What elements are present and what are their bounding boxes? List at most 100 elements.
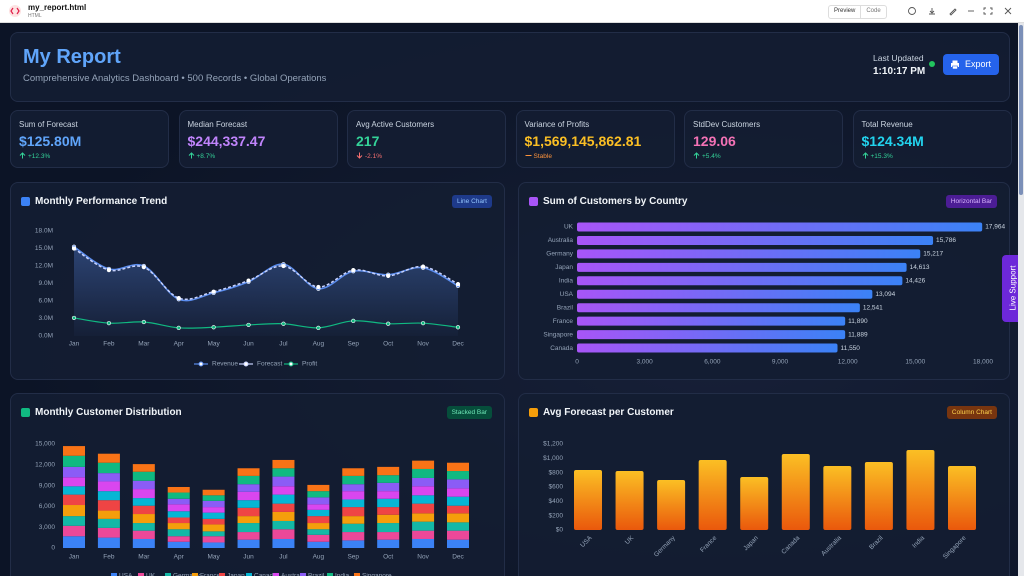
last-updated-time: 1:10:17 PM <box>873 66 926 77</box>
bar-segment <box>307 534 330 542</box>
bar-segment <box>412 460 435 469</box>
bar-segment <box>167 498 190 505</box>
point <box>71 246 77 251</box>
value-label: 11,890 <box>848 318 868 325</box>
y-tick-label: 18.0M <box>35 228 53 235</box>
x-tick-label: France <box>699 534 719 554</box>
legend-swatch <box>192 573 198 576</box>
chart-badge: Column Chart <box>946 406 997 419</box>
x-tick-label: Mar <box>138 554 150 561</box>
bar-segment <box>307 504 330 510</box>
bar-segment <box>237 475 260 485</box>
bar-segment <box>447 462 469 472</box>
y-tick-label: 6,000 <box>39 503 56 510</box>
y-tick-label: Germany <box>546 251 573 258</box>
bar-segment <box>412 477 435 487</box>
y-tick-label: Brazil <box>557 304 574 311</box>
line <box>73 317 459 329</box>
legend-label: Canada <box>254 573 277 576</box>
y-tick-label: $0 <box>556 527 564 534</box>
bar-segment <box>132 498 155 506</box>
value-label: 12,541 <box>863 304 883 311</box>
bar-segment <box>412 486 435 496</box>
bar-segment <box>447 488 469 497</box>
bar-segment <box>202 518 225 525</box>
x-tick-label: May <box>207 341 220 348</box>
bar-segment <box>97 453 120 463</box>
bar-segment <box>377 491 400 499</box>
bar <box>577 330 846 340</box>
y-tick-label: Japan <box>555 264 573 271</box>
bar-segment <box>307 516 330 524</box>
x-tick-label: Feb <box>103 554 115 561</box>
export-button[interactable]: Export <box>943 54 999 75</box>
bar-segment <box>447 530 469 540</box>
x-tick-label: Aug <box>313 341 325 348</box>
bar-segment <box>63 455 85 467</box>
x-tick-label: UK <box>624 534 636 546</box>
chart-card: Avg Forecast per Customer Column Chart $0 $… <box>518 393 1010 576</box>
value-label: 11,889 <box>848 331 868 338</box>
x-tick-label: 6,000 <box>704 359 721 366</box>
chart-badge: Horizontal Bar <box>945 195 997 208</box>
kpi-change: -2.1% <box>365 153 382 160</box>
kpi-card: Avg Active Customers 217 -2.1% <box>347 110 506 168</box>
point <box>351 318 356 323</box>
bar-segment <box>412 538 435 548</box>
view-tabs: Preview Code <box>828 5 887 19</box>
chart-title: Avg Forecast per Customer <box>543 407 674 418</box>
bar-segment <box>412 503 435 514</box>
chart-badge: Line Chart <box>452 195 492 208</box>
bar-segment <box>97 518 120 528</box>
bar-segment <box>132 505 155 515</box>
bar-segment <box>272 476 295 487</box>
bar-segment <box>272 459 295 469</box>
bar-segment <box>202 495 225 501</box>
bar-segment <box>237 507 260 517</box>
bar-segment <box>63 536 85 548</box>
y-tick-label: Canada <box>550 345 573 352</box>
point <box>316 325 321 330</box>
x-tick-label: USA <box>579 534 594 549</box>
bar-segment <box>132 530 155 539</box>
bar-segment <box>272 520 295 530</box>
scroll-thumb[interactable] <box>1019 25 1023 195</box>
kpi-label: Sum of Forecast <box>19 120 78 129</box>
bar-segment <box>307 491 330 498</box>
arrow-up <box>862 152 868 159</box>
preview-tab[interactable]: Preview <box>834 8 856 14</box>
line <box>73 247 459 300</box>
bar-segment <box>167 536 190 542</box>
bar-segment <box>237 491 260 501</box>
point <box>176 325 181 330</box>
bar-segment <box>97 473 120 482</box>
bar-segment <box>132 480 155 490</box>
x-tick-label: Canada <box>780 534 801 555</box>
kpi-card: Total Revenue $124.34M +15.3% <box>852 110 1012 168</box>
bar-segment <box>97 510 120 519</box>
bar-segment <box>167 529 190 537</box>
value-label: 11,550 <box>841 345 861 352</box>
legend-label: India <box>335 573 349 576</box>
bar <box>698 459 727 530</box>
area <box>74 246 458 336</box>
export-label: Export <box>964 59 991 69</box>
bar-segment <box>447 513 469 523</box>
bar <box>577 276 903 286</box>
window-controls <box>908 7 1012 16</box>
x-tick-label: Jun <box>243 341 254 348</box>
bar-segment <box>202 512 225 519</box>
x-tick-label: Nov <box>417 554 429 561</box>
legend-swatch <box>300 573 306 576</box>
point <box>281 321 286 326</box>
point <box>386 321 391 326</box>
code-tab[interactable]: Code <box>860 6 885 18</box>
bar <box>781 454 810 530</box>
chart: 0 3,000 6,000 9,000 12,000 15,000 18,000 UK 17,9… <box>543 222 1005 366</box>
bar <box>577 316 846 326</box>
bar-segment <box>377 482 400 492</box>
x-tick-label: Dec <box>452 341 464 348</box>
legend-label: UK <box>146 573 156 576</box>
bar-segment <box>307 523 330 530</box>
point <box>211 325 216 330</box>
